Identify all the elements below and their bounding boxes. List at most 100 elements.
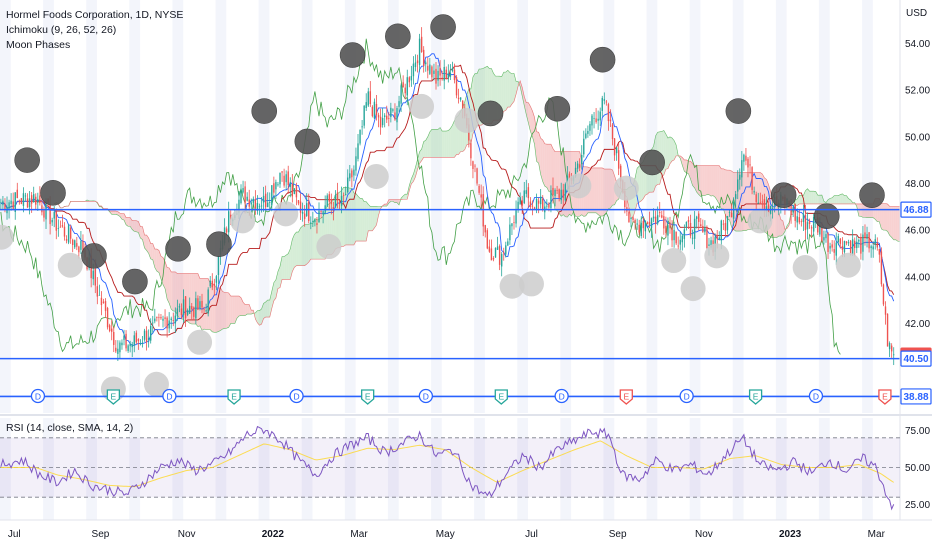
candle-body [80, 241, 82, 250]
earnings-badge [878, 389, 892, 405]
candle-body [796, 216, 798, 223]
candle [383, 113, 386, 128]
candle-body [496, 246, 499, 250]
candle-body [700, 224, 702, 227]
candle-body [201, 300, 203, 308]
candle-body [203, 309, 205, 311]
session-stripe [431, 418, 442, 520]
time-tick-label: Jul [525, 529, 538, 540]
candle-body [759, 202, 762, 205]
candle [131, 341, 133, 358]
candle [353, 165, 355, 182]
cloud-segment [267, 300, 270, 318]
session-stripe [129, 0, 141, 413]
candle-body [500, 253, 503, 267]
candle-body [554, 189, 556, 196]
earnings-badge [494, 389, 508, 405]
cloud-segment [883, 203, 886, 231]
candle [375, 94, 378, 121]
candle [476, 167, 478, 186]
candle-body [180, 308, 183, 315]
cloud-segment [296, 232, 299, 266]
moon-phases-indicator-label[interactable]: Moon Phases [6, 39, 71, 51]
candle [831, 240, 833, 252]
candle [687, 216, 690, 229]
candle [252, 196, 255, 206]
candle-body [106, 307, 109, 328]
candle-body [519, 197, 521, 205]
candle-body [277, 184, 279, 186]
cloud-segment [257, 310, 260, 326]
candle-body [437, 70, 439, 81]
candle [503, 247, 505, 261]
candle [601, 95, 603, 117]
candle-body [215, 276, 218, 283]
candle [199, 296, 201, 311]
candle-body [273, 183, 275, 193]
event-letter: D [293, 392, 299, 402]
cloud-segment [612, 169, 615, 206]
candle [589, 121, 591, 136]
dividend-marker: D [418, 388, 434, 404]
candle-body [186, 310, 189, 315]
candle [755, 191, 757, 209]
candle [215, 274, 218, 291]
candle-body [361, 126, 363, 128]
new-moon-marker [661, 248, 687, 274]
candle [796, 208, 798, 231]
candle [652, 208, 655, 223]
candle [429, 57, 431, 76]
candle [681, 233, 684, 251]
candle-body [591, 115, 593, 126]
cloud-segment [306, 224, 309, 265]
cloud-segment [885, 203, 888, 232]
candle [37, 192, 39, 211]
cloud-segment [232, 296, 235, 324]
candle [833, 240, 835, 261]
price-tag-text: 40.50 [903, 354, 928, 365]
candle-body [123, 335, 125, 340]
candle-body [443, 66, 445, 81]
candle [266, 192, 269, 208]
cloud-segment [362, 198, 365, 242]
candle [431, 65, 433, 81]
candle [845, 241, 848, 246]
cloud-segment [591, 167, 595, 213]
candle [626, 198, 628, 216]
candle [402, 75, 404, 88]
candle [595, 108, 597, 124]
candle [246, 192, 248, 202]
candle [338, 200, 341, 210]
candle-body [888, 342, 891, 350]
candle [862, 226, 864, 261]
candle-body [342, 195, 345, 196]
dividend-marker: D [30, 388, 46, 404]
ichimoku-indicator-label[interactable]: Ichimoku (9, 26, 52, 26) [6, 24, 117, 36]
candle-body [494, 247, 497, 258]
candle [529, 197, 532, 211]
cloud-segment [550, 144, 553, 198]
cloud-segment [427, 131, 430, 158]
candle-body [383, 115, 386, 117]
symbol-title[interactable]: Hormel Foods Corporation, 1D, NYSE [6, 9, 184, 21]
cloud-segment [126, 217, 129, 227]
full-moon-marker [40, 180, 66, 206]
full-moon-marker [813, 203, 840, 229]
candle-body [433, 70, 435, 74]
candle [152, 315, 154, 334]
candle [609, 109, 612, 127]
new-moon-marker [0, 224, 14, 250]
price-tag-38-88: 38.88 [900, 388, 932, 405]
candle-body [285, 174, 287, 183]
candle [706, 225, 708, 250]
rsi-indicator-label[interactable]: RSI (14, close, SMA, 14, 2) [6, 422, 134, 434]
candle [854, 237, 856, 257]
cloud-segment [202, 278, 205, 331]
candle-body [303, 213, 306, 219]
session-stripe [474, 418, 485, 520]
cloud-segment [563, 151, 566, 217]
candle [636, 218, 638, 230]
candle [519, 192, 521, 205]
candle [874, 234, 876, 250]
